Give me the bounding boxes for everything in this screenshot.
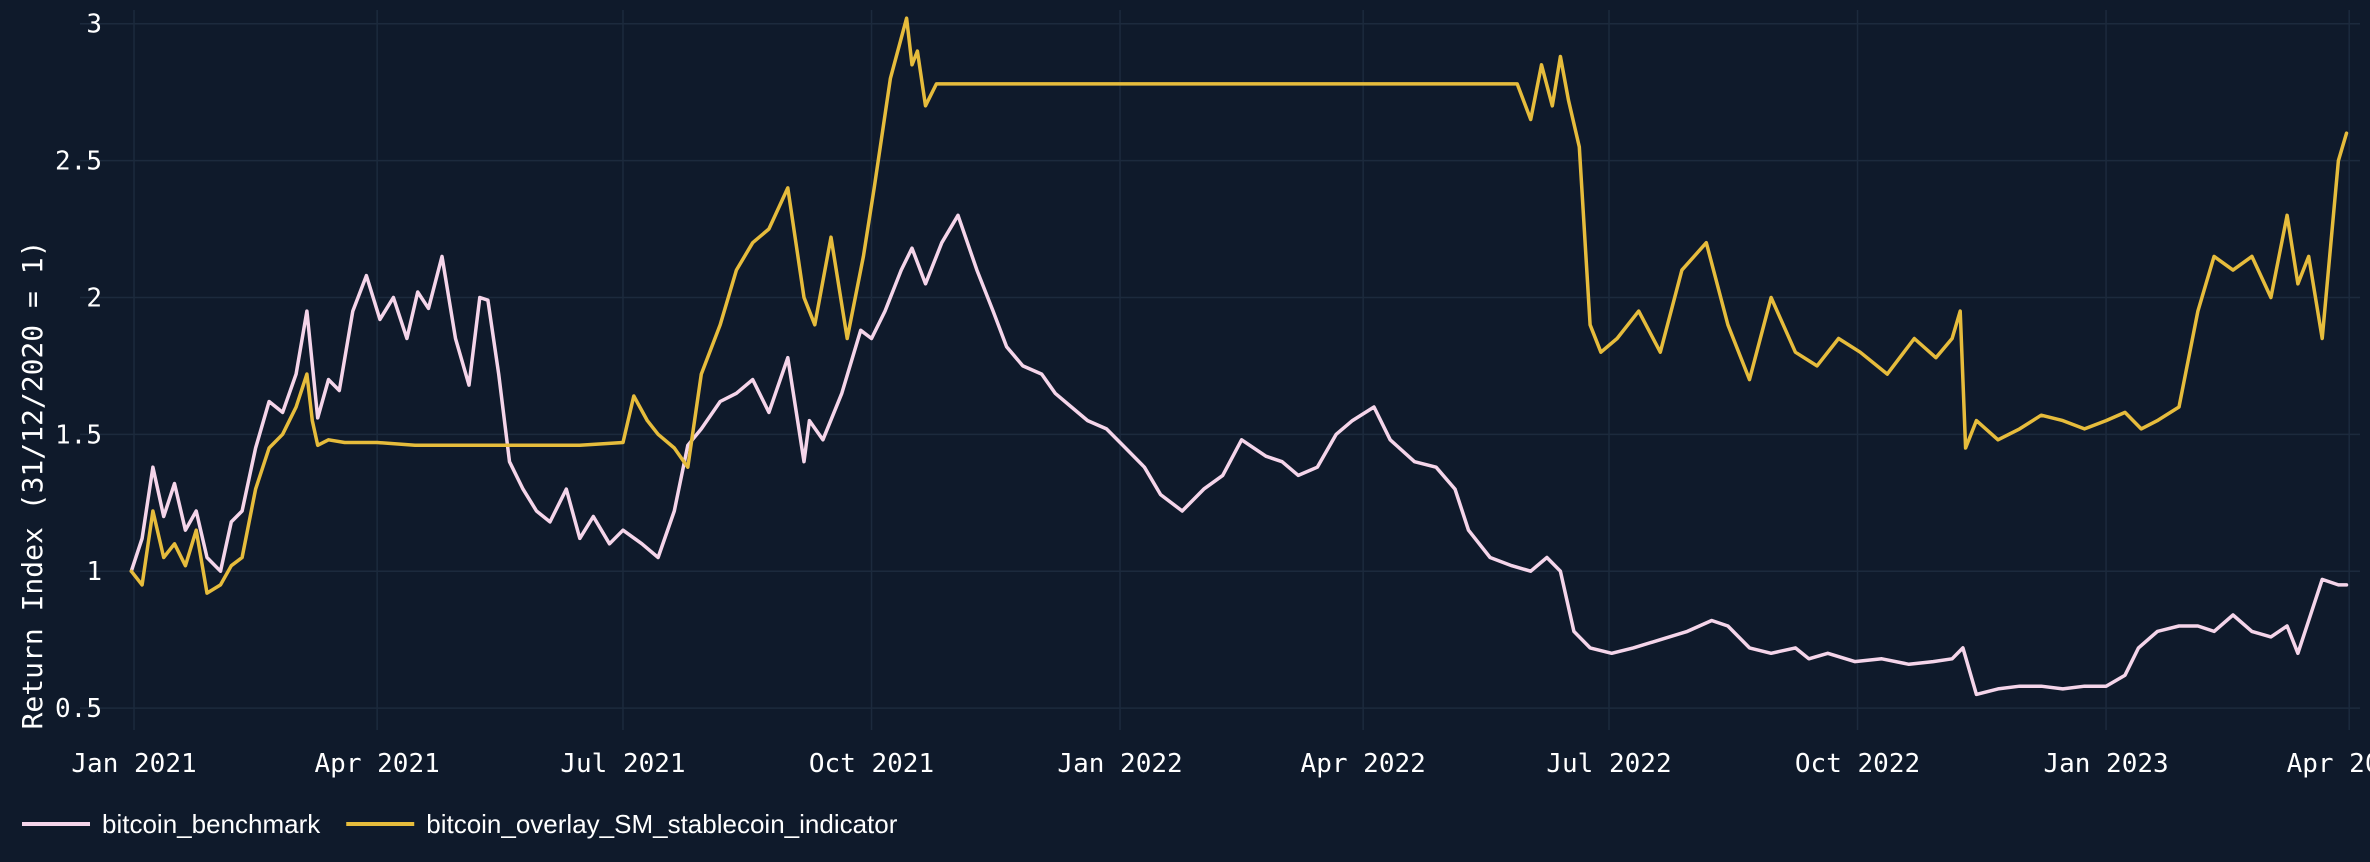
series-line-bitcoin_benchmark	[129, 213, 2349, 697]
series-line-bitcoin_overlay_SM_stablecoin_indicator	[129, 16, 2349, 595]
x-tick-label: Jan 2021	[71, 749, 196, 779]
x-tick-label: Oct 2022	[1795, 749, 1920, 779]
y-tick-label: 1.5	[55, 420, 102, 450]
x-tick-label: Jul 2021	[560, 749, 685, 779]
x-tick-label: Jan 2023	[2043, 749, 2168, 779]
x-tick-label: Jul 2022	[1546, 749, 1671, 779]
legend-label: bitcoin_overlay_SM_stablecoin_indicator	[426, 809, 898, 839]
legend: bitcoin_benchmark bitcoin_overlay_SM_stab…	[22, 809, 898, 839]
y-axis-ticks: 0.5 1 1.5 2 2.5 3	[55, 10, 102, 724]
x-tick-label: Apr 2023	[2287, 749, 2370, 779]
y-axis-title: Return Index (31/12/2020 = 1)	[16, 241, 49, 730]
x-tick-label: Apr 2021	[315, 749, 440, 779]
y-tick-label: 2	[86, 283, 102, 313]
grid	[80, 10, 2360, 730]
y-tick-label: 0.5	[55, 694, 102, 724]
y-tick-label: 3	[86, 10, 102, 40]
y-tick-label: 2.5	[55, 147, 102, 177]
x-tick-label: Oct 2021	[809, 749, 934, 779]
x-tick-label: Apr 2022	[1301, 749, 1426, 779]
legend-label: bitcoin_benchmark	[102, 809, 321, 839]
x-tick-label: Jan 2022	[1057, 749, 1182, 779]
y-tick-label: 1	[86, 557, 102, 587]
series-lines	[129, 16, 2349, 697]
x-axis-ticks: Jan 2021 Apr 2021 Jul 2021 Oct 2021 Jan 2022…	[71, 749, 2370, 779]
